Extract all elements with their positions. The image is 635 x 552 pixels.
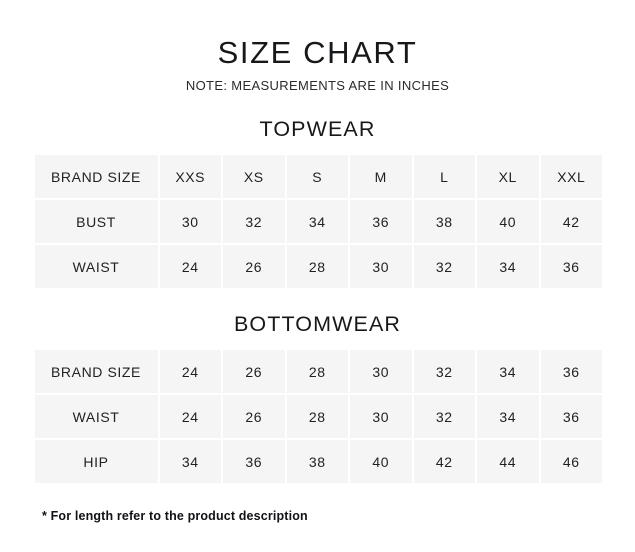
table-cell: 38 [284,438,350,486]
table-row: WAIST 24 26 28 30 32 34 36 [32,243,604,291]
table-cell: 26 [221,243,287,291]
table-cell: 34 [157,438,223,486]
table-cell: 44 [475,438,541,486]
table-cell: 24 [157,348,223,396]
table-cell: 24 [157,393,223,441]
row-label: BUST [32,198,160,246]
topwear-table-wrap: BRAND SIZE XXS XS S M L XL XXL BUST 30 3… [32,153,604,291]
table-cell: 24 [157,243,223,291]
table-cell: 30 [348,393,414,441]
row-label: WAIST [32,243,160,291]
table-row: BUST 30 32 34 36 38 40 42 [32,198,604,246]
chart-header: SIZE CHART NOTE: MEASUREMENTS ARE IN INC… [0,0,635,94]
table-cell: 34 [284,198,350,246]
table-cell: 34 [475,243,541,291]
table-cell: 42 [411,438,477,486]
table-cell: 34 [475,393,541,441]
table-cell: 36 [221,438,287,486]
table-cell: 34 [475,348,541,396]
table-cell: 32 [411,393,477,441]
row-label: WAIST [32,393,160,441]
table-cell: 30 [348,243,414,291]
measurement-note: NOTE: MEASUREMENTS ARE IN INCHES [185,78,450,94]
table-cell: XL [475,153,541,201]
table-cell: 32 [411,243,477,291]
table-row: HIP 34 36 38 40 42 44 46 [32,438,604,486]
table-cell: 30 [348,348,414,396]
table-cell: 40 [475,198,541,246]
table-cell: 30 [157,198,223,246]
table-row: WAIST 24 26 28 30 32 34 36 [32,393,604,441]
bottomwear-table-wrap: BRAND SIZE 24 26 28 30 32 34 36 WAIST 24… [32,348,604,486]
table-cell: XXL [538,153,604,201]
table-cell: 28 [284,393,350,441]
topwear-size-table: BRAND SIZE XXS XS S M L XL XXL BUST 30 3… [32,153,604,291]
table-row: BRAND SIZE 24 26 28 30 32 34 36 [32,348,604,396]
table-cell: 38 [411,198,477,246]
row-label: BRAND SIZE [32,348,160,396]
table-cell: 36 [538,243,604,291]
table-cell: 28 [284,243,350,291]
length-footnote: * For length refer to the product descri… [42,509,308,524]
row-label: BRAND SIZE [32,153,160,201]
table-cell: 36 [538,348,604,396]
table-cell: 32 [221,198,287,246]
table-cell: 26 [221,393,287,441]
row-label: HIP [32,438,160,486]
section-title-bottomwear: BOTTOMWEAR [233,312,402,337]
table-cell: S [284,153,350,201]
table-cell: XS [221,153,287,201]
table-cell: 36 [538,393,604,441]
table-row: BRAND SIZE XXS XS S M L XL XXL [32,153,604,201]
table-cell: 42 [538,198,604,246]
table-cell: 40 [348,438,414,486]
table-cell: 32 [411,348,477,396]
table-cell: 28 [284,348,350,396]
table-cell: 26 [221,348,287,396]
table-cell: 46 [538,438,604,486]
table-cell: M [348,153,414,201]
section-title-topwear: TOPWEAR [259,117,376,142]
table-cell: 36 [348,198,414,246]
bottomwear-size-table: BRAND SIZE 24 26 28 30 32 34 36 WAIST 24… [32,348,604,486]
table-cell: L [411,153,477,201]
table-cell: XXS [157,153,223,201]
page-title: SIZE CHART [217,35,418,70]
